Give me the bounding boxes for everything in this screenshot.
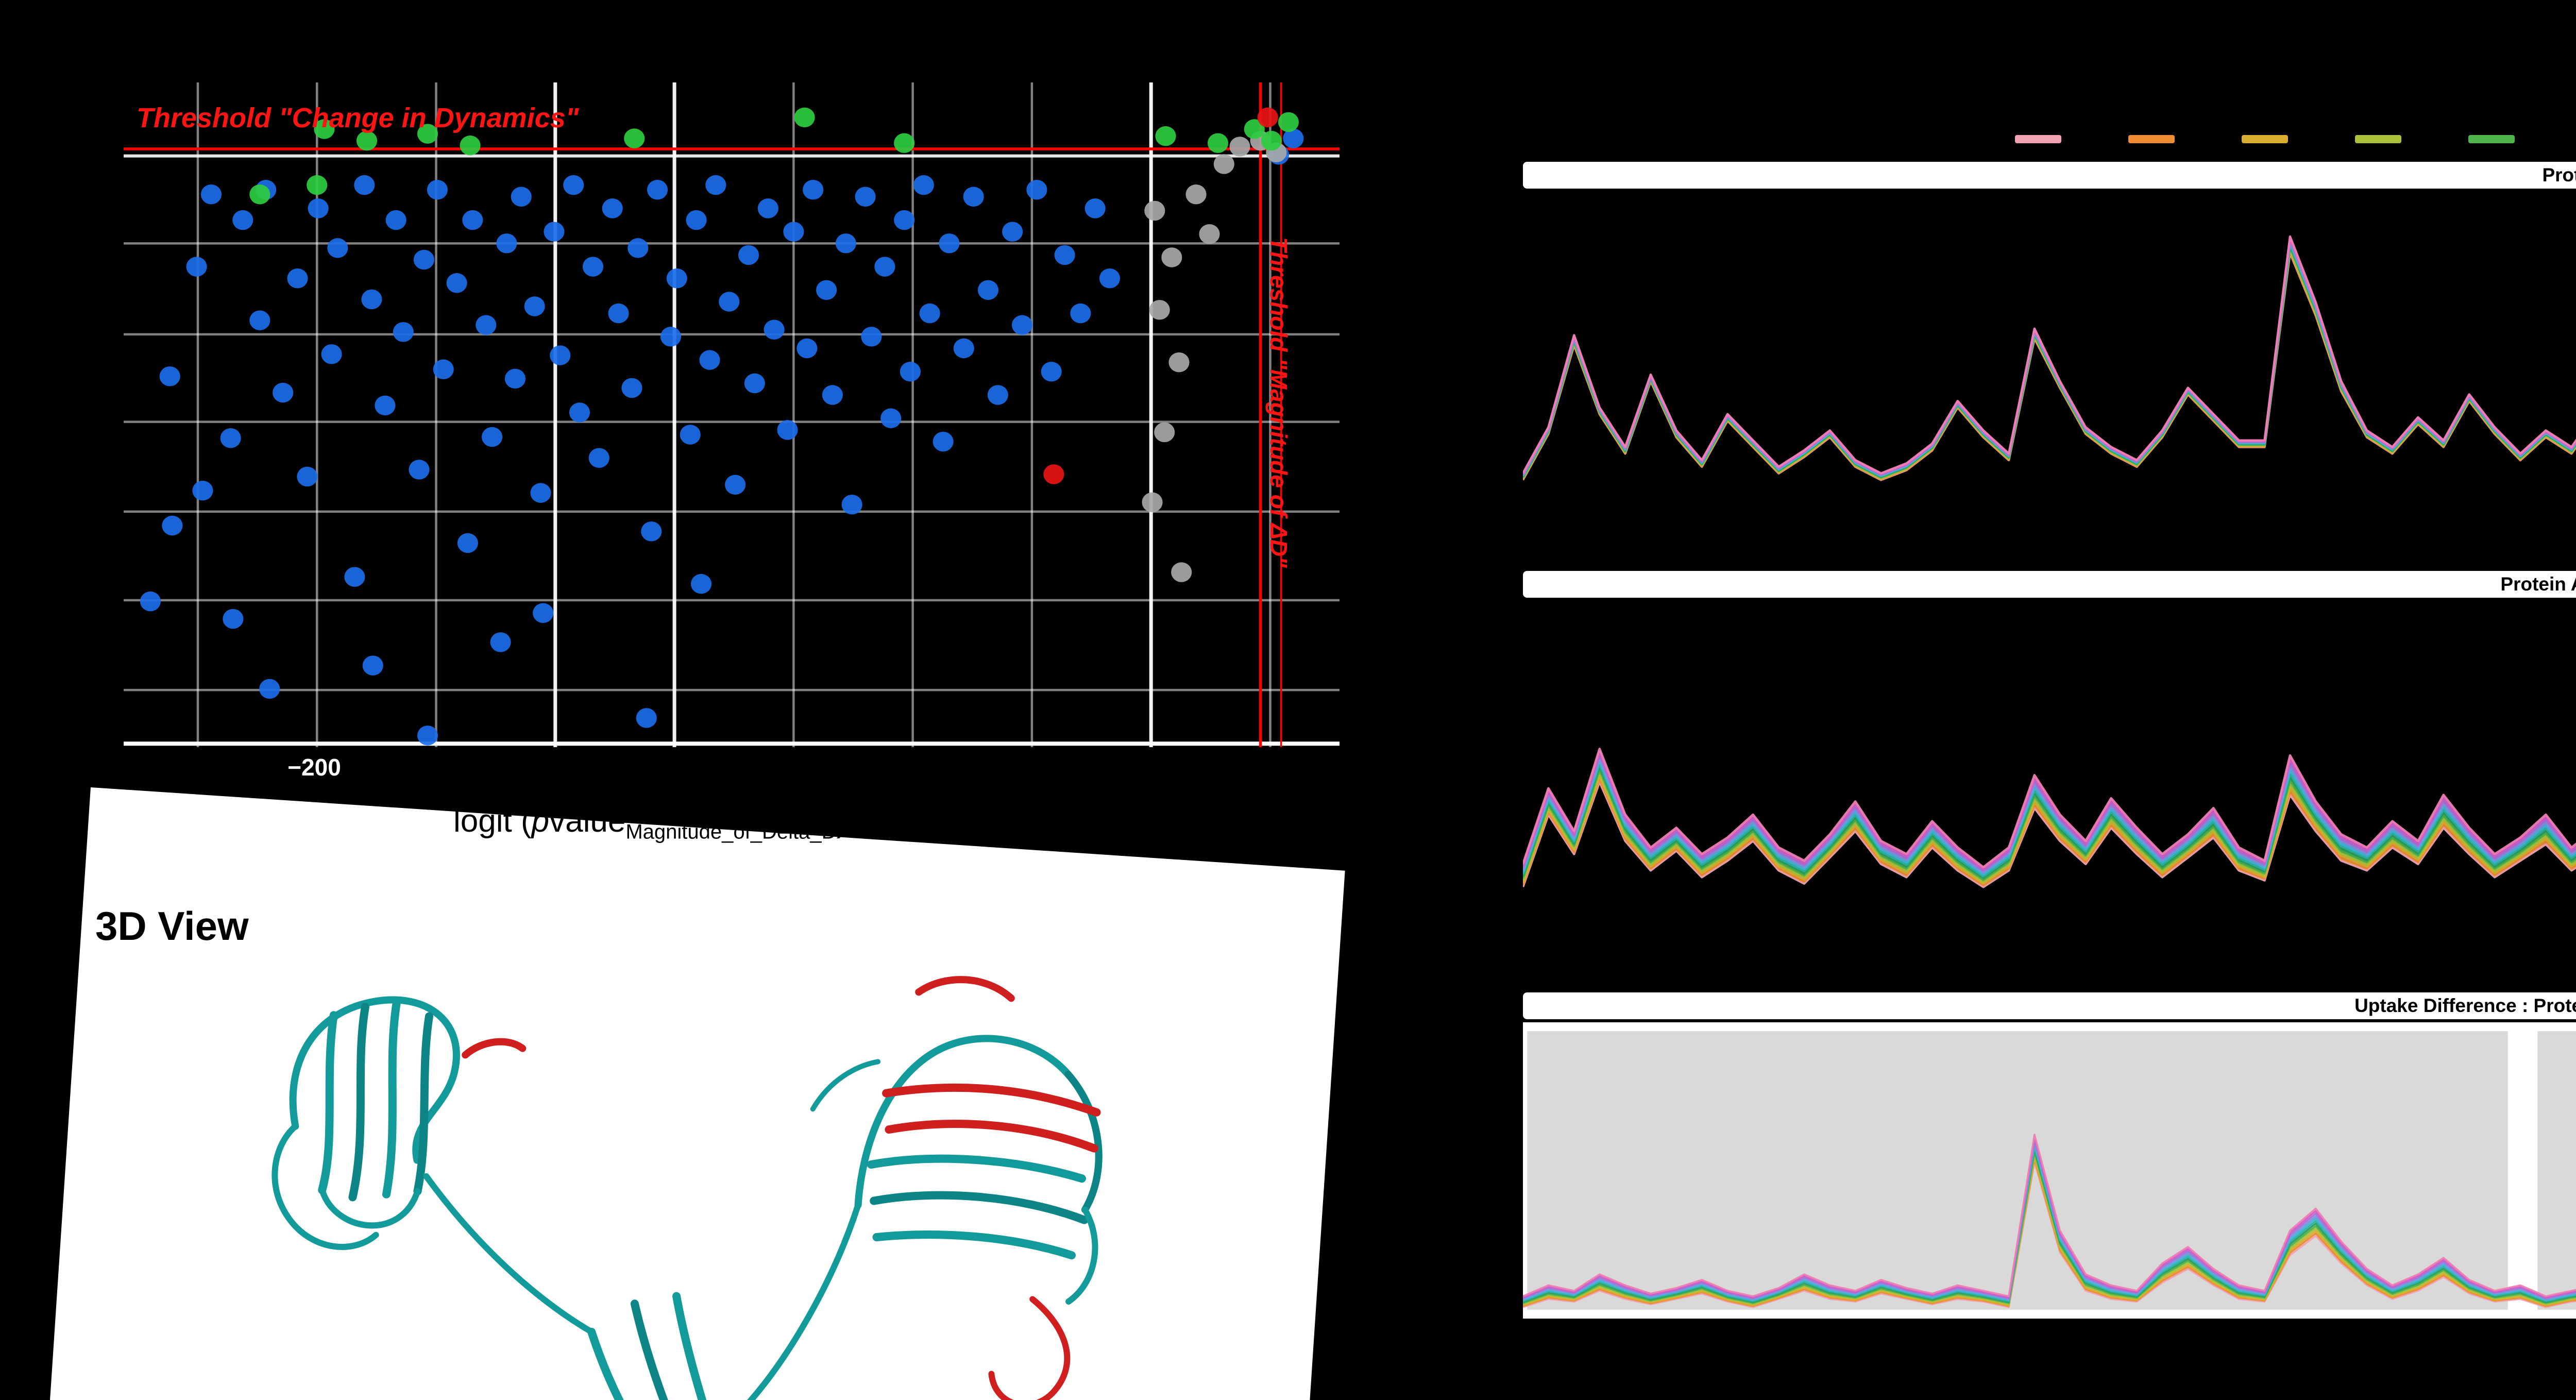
- threshold-magnitude-label: Threshold "Magnitude of ΔD": [1265, 237, 1292, 568]
- structure-3d-panel[interactable]: [37, 787, 1345, 1400]
- legend-swatch[interactable]: [2015, 135, 2061, 143]
- legend-swatch[interactable]: [2468, 135, 2515, 143]
- legend-swatch[interactable]: [2242, 135, 2288, 143]
- threshold-dynamics-label: Threshold "Change in Dynamics": [137, 103, 579, 133]
- chart-title-uptake-difference: Uptake Difference : Protein A - (Protein…: [1523, 992, 2576, 1019]
- volcano-panel: Threshold "Change in Dynamics" Threshold…: [124, 82, 1340, 843]
- uptake-chart-2-svg[interactable]: [1523, 598, 2576, 953]
- x-axis-label-subscript: Magnitude_of_Delta_D: [625, 820, 837, 844]
- chart-title-protein-a: Protein A: [1523, 162, 2576, 189]
- legend-swatch[interactable]: [2355, 135, 2401, 143]
- x-axis-label-value: value: [549, 803, 626, 839]
- x-axis-label-suffix: ): [836, 803, 848, 839]
- uptake-charts-panel: Protein A Protein A + Ligand Uptake Diff…: [1523, 124, 2576, 1371]
- x-axis-tick: −200: [287, 754, 341, 781]
- uptake-chart-3-svg[interactable]: [1523, 1022, 2576, 1319]
- protein-ribbon: [272, 976, 1103, 1400]
- x-axis-label: logit (pvalueMagnitude_of_Delta_D): [453, 803, 847, 844]
- x-axis-label-p: p: [531, 803, 550, 839]
- uptake-chart-1-svg[interactable]: [1523, 191, 2576, 546]
- chart-title-protein-a-ligand: Protein A + Ligand: [1523, 571, 2576, 598]
- x-axis-label-prefix: logit (: [453, 803, 532, 839]
- legend-swatch[interactable]: [2128, 135, 2175, 143]
- timepoint-legend: [2015, 135, 2576, 143]
- view3d-title: 3D View: [95, 903, 249, 949]
- volcano-plot-svg[interactable]: [124, 82, 1340, 747]
